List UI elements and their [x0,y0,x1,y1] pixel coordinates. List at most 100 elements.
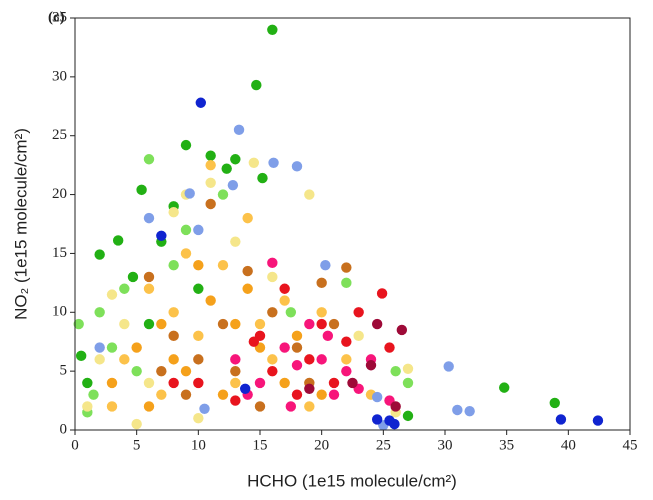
point [205,198,216,210]
point [291,330,303,342]
point [316,389,327,400]
point [156,318,167,330]
point [304,318,315,330]
point [230,318,241,330]
point [341,262,352,273]
point [180,224,192,236]
point [268,157,279,168]
y-tick-label: 25 [52,127,67,143]
point [180,389,192,400]
point [291,360,303,371]
point [304,401,315,412]
point [371,414,383,425]
point [195,97,206,108]
point [592,415,604,426]
point [371,318,383,330]
y-tick-label: 20 [52,186,67,202]
x-tick-label: 0 [71,437,79,453]
point [168,377,179,389]
x-tick-label: 10 [191,437,206,453]
point [279,377,290,389]
point [341,336,352,347]
point [143,401,155,412]
point [347,377,358,389]
point [279,342,290,353]
point [75,350,87,362]
point [94,342,105,353]
point [143,212,155,224]
point [136,184,147,196]
x-axis-label: HCHO (1e15 molecule/cm²) [247,471,457,490]
point [73,318,84,330]
point [376,288,388,299]
point [168,354,179,365]
point [199,403,210,415]
y-tick-label: 30 [52,68,67,84]
point [267,365,278,377]
point [112,235,124,246]
point [168,260,179,271]
point [499,382,510,393]
y-tick-label: 10 [52,304,67,320]
point [555,414,567,425]
x-tick-label: 5 [133,437,141,453]
point [106,289,118,300]
point [328,318,340,330]
point [230,395,241,406]
point [217,318,229,330]
point [82,377,93,389]
point [328,377,340,389]
point [267,354,278,365]
point [248,157,260,168]
y-tick-label: 5 [60,363,68,379]
point [230,154,241,165]
point [402,363,414,374]
point [131,365,142,377]
y-tick-label: 35 [52,9,67,25]
point [365,360,377,371]
point [384,415,395,426]
point [240,383,251,394]
point [180,139,192,151]
point [402,410,414,422]
y-axis-label: NO₂ (1e15 molecule/cm²) [11,128,30,320]
point [193,413,204,424]
point [127,271,139,283]
point [217,189,229,200]
point [452,404,463,416]
point [131,418,142,430]
point [285,401,297,412]
point [106,401,118,412]
point [254,401,266,412]
point [180,248,192,259]
point [341,277,352,289]
point [193,330,204,342]
plot-frame [74,17,631,431]
point [316,277,327,289]
point [205,159,216,171]
point [291,161,303,172]
point [320,260,331,271]
point [221,163,232,174]
point [254,377,266,389]
point [443,361,454,372]
point [143,318,155,330]
point [143,283,155,294]
point [304,383,315,394]
point [341,365,352,377]
x-tick-label: 35 [499,437,514,453]
point [242,265,253,277]
point [304,354,315,365]
point [251,79,262,91]
point [233,124,245,136]
point [464,405,475,417]
point [168,207,179,218]
point [193,377,204,389]
point [390,365,401,377]
point [248,336,260,347]
point [267,307,278,318]
point [322,330,334,342]
point [230,354,241,365]
point [205,177,216,188]
